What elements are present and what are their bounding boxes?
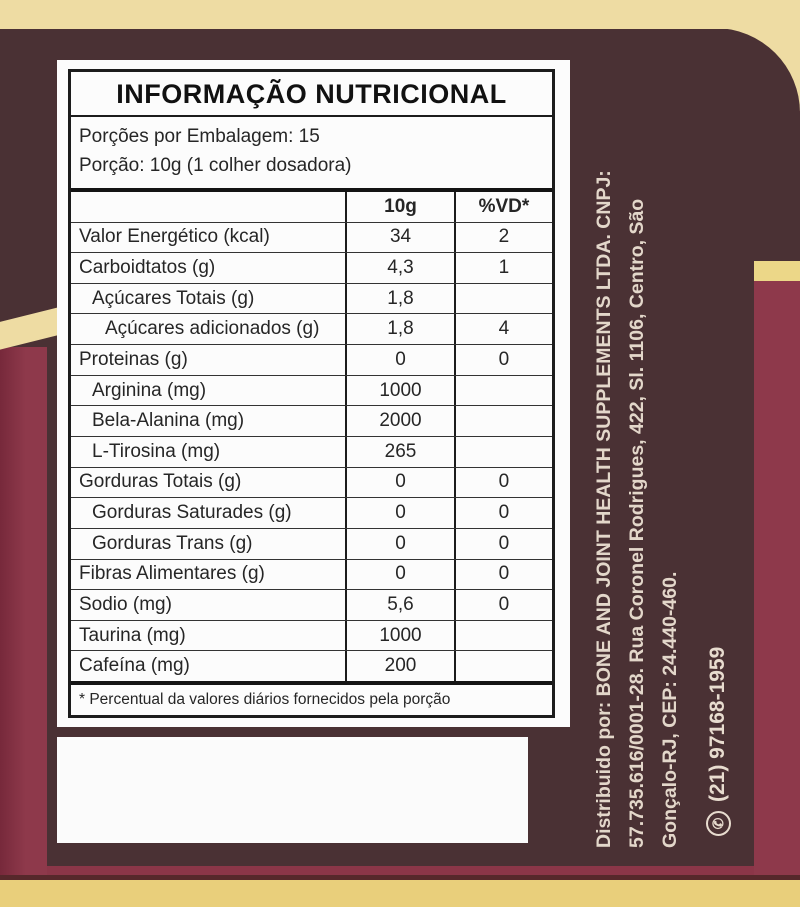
cream-cap-right	[754, 261, 800, 281]
nutrient-qty: 200	[345, 651, 454, 682]
nutrient-qty: 0	[345, 528, 454, 559]
whatsapp-icon: ✆	[705, 811, 731, 836]
nutrient-vd: 0	[453, 467, 552, 498]
table-header-row: 10g %VD*	[71, 191, 552, 222]
nutrient-qty: 0	[345, 345, 454, 375]
nutrient-name: Gorduras Totais (g)	[79, 471, 242, 493]
nutrient-name: Gorduras Saturades (g)	[92, 502, 292, 524]
header-cell-empty	[71, 192, 345, 222]
nutrient-vd: 0	[453, 345, 552, 375]
nutrient-vd: 2	[453, 222, 552, 253]
nutrient-vd	[453, 283, 552, 314]
table-row: Açúcares adicionados (g) 1,8 4	[71, 313, 552, 345]
nutrient-name: Açúcares adicionados (g)	[105, 318, 320, 340]
nutrition-table: INFORMAÇÃO NUTRICIONAL Porções por Embal…	[68, 69, 555, 718]
nutrient-vd: 0	[453, 590, 552, 620]
nutrient-vd: 0	[453, 559, 552, 590]
nutrient-name: Valor Energético (kcal)	[79, 226, 270, 248]
cream-top-band	[0, 0, 800, 29]
table-row: Sodio (mg) 5,6 0	[71, 589, 552, 620]
nutrient-qty: 0	[345, 498, 454, 528]
nutrient-qty: 1000	[345, 375, 454, 406]
table-row: Gorduras Totais (g) 0 0	[71, 466, 552, 498]
serving-info: Porções por Embalagem: 15 Porção: 10g (1…	[71, 117, 552, 192]
servings-per-package: Porções por Embalagem: 15	[79, 126, 320, 147]
table-row: Proteinas (g) 0 0	[71, 344, 552, 375]
nutrition-title: INFORMAÇÃO NUTRICIONAL	[71, 72, 552, 117]
phone-number: (21) 97168-1959	[706, 646, 729, 802]
nutrient-name: Cafeína (mg)	[79, 655, 190, 677]
distributor-line-3: Gonçalo-RJ, CEP: 24.440-460.	[659, 571, 681, 848]
contact-phone: ✆ (21) 97168-1959	[699, 610, 737, 836]
nutrient-vd: 4	[453, 314, 552, 345]
nutrient-qty: 1,8	[345, 283, 454, 314]
nutrient-qty: 2000	[345, 406, 454, 436]
nutrient-vd	[453, 375, 552, 406]
nutrient-qty: 0	[345, 467, 454, 498]
maroon-stripe-left	[0, 347, 47, 881]
daily-value-footnote: * Percentual da valores diários fornecid…	[71, 681, 552, 715]
nutrition-rows: 10g %VD* Valor Energético (kcal) 34 2 Ca…	[71, 191, 552, 682]
nutrient-qty: 4,3	[345, 253, 454, 283]
serving-size: Porção: 10g (1 colher dosadora)	[79, 155, 352, 177]
table-row: Fibras Alimentares (g) 0 0	[71, 558, 552, 590]
nutrient-name: Bela-Alanina (mg)	[92, 410, 245, 432]
nutrient-name: Fibras Alimentares (g)	[79, 563, 265, 585]
nutrient-qty: 265	[345, 437, 454, 467]
table-row: Gorduras Saturades (g) 0 0	[71, 497, 552, 528]
nutrient-vd	[453, 437, 552, 467]
nutrient-name: Sodio (mg)	[79, 594, 172, 616]
nutrient-qty: 1,8	[345, 314, 454, 345]
nutrient-vd: 1	[453, 253, 552, 283]
table-row: L-Tirosina (mg) 265	[71, 436, 552, 467]
table-row: Valor Energético (kcal) 34 2	[71, 221, 552, 253]
nutrient-vd	[453, 620, 552, 651]
nutrient-vd: 0	[453, 498, 552, 528]
table-row: Carboidtatos (g) 4,3 1	[71, 252, 552, 283]
header-cell-vd: %VD*	[453, 191, 552, 222]
nutrient-qty: 5,6	[345, 590, 454, 620]
nutrient-name: Taurina (mg)	[79, 624, 186, 646]
nutrition-facts-plate: INFORMAÇÃO NUTRICIONAL Porções por Embal…	[57, 60, 570, 727]
maroon-stripe-right	[754, 281, 800, 881]
table-row: Arginina (mg) 1000	[71, 374, 552, 406]
table-row: Bela-Alanina (mg) 2000	[71, 405, 552, 436]
blank-white-plate	[57, 737, 528, 843]
gold-bottom-band	[0, 880, 800, 907]
table-row: Açúcares Totais (g) 1,8	[71, 282, 552, 314]
nutrient-name: L-Tirosina (mg)	[92, 440, 221, 462]
nutrient-qty: 34	[345, 222, 454, 253]
nutrient-vd: 0	[453, 528, 552, 559]
header-cell-qty: 10g	[345, 191, 454, 222]
nutrient-name: Gorduras Trans (g)	[92, 532, 253, 554]
nutrient-vd	[453, 651, 552, 682]
nutrient-name: Açúcares Totais (g)	[92, 287, 255, 309]
nutrient-name: Arginina (mg)	[92, 379, 207, 401]
nutrient-qty: 0	[345, 559, 454, 590]
table-row: Taurina (mg) 1000	[71, 619, 552, 651]
distributor-info: Distribuido por: BONE AND JOINT HEALTH S…	[588, 56, 687, 848]
table-row: Cafeína (mg) 200	[71, 650, 552, 682]
bottom-divider-line	[0, 875, 800, 881]
table-row: Gorduras Trans (g) 0 0	[71, 527, 552, 559]
nutrient-name: Carboidtatos (g)	[79, 256, 216, 278]
distributor-line-1: Distribuido por: BONE AND JOINT HEALTH S…	[593, 170, 615, 848]
nutrient-vd	[453, 406, 552, 436]
nutrient-name: Proteinas (g)	[79, 348, 188, 370]
nutrient-qty: 1000	[345, 620, 454, 651]
distributor-line-2: 57.735.616/0001-28. Rua Coronel Rodrigue…	[626, 198, 648, 848]
